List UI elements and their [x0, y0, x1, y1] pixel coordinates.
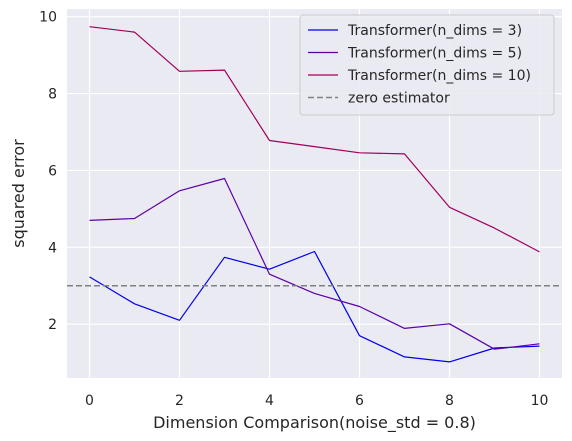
series-line-3: [89, 26, 540, 253]
x-tick-label: 0: [85, 393, 94, 409]
y-tick-label: 10: [39, 10, 57, 26]
legend-box: [299, 14, 555, 116]
legend-label: Transformer(n_dims = 5): [347, 46, 522, 62]
legend-label: Transformer(n_dims = 10): [347, 68, 531, 84]
series-line-2: [89, 177, 540, 350]
x-axis-label: Dimension Comparison(noise_std = 0.8): [153, 413, 476, 433]
y-tick-label: 8: [48, 87, 57, 103]
x-tick-label: 10: [531, 393, 549, 409]
x-tick-label: 4: [265, 393, 274, 409]
y-tick-label: 4: [48, 240, 57, 256]
y-tick-label: 6: [48, 163, 57, 179]
x-tick-label: 8: [445, 393, 454, 409]
x-tick-label: 2: [175, 393, 184, 409]
y-axis-label: squared error: [9, 139, 28, 248]
legend: Transformer(n_dims = 3) Transformer(n_dim…: [299, 14, 555, 116]
legend-label: Transformer(n_dims = 3): [347, 23, 522, 39]
legend-label: zero estimator: [348, 91, 450, 107]
y-tick-label: 2: [48, 317, 57, 333]
series-line-1: [89, 250, 540, 363]
x-tick-label: 6: [355, 393, 364, 409]
